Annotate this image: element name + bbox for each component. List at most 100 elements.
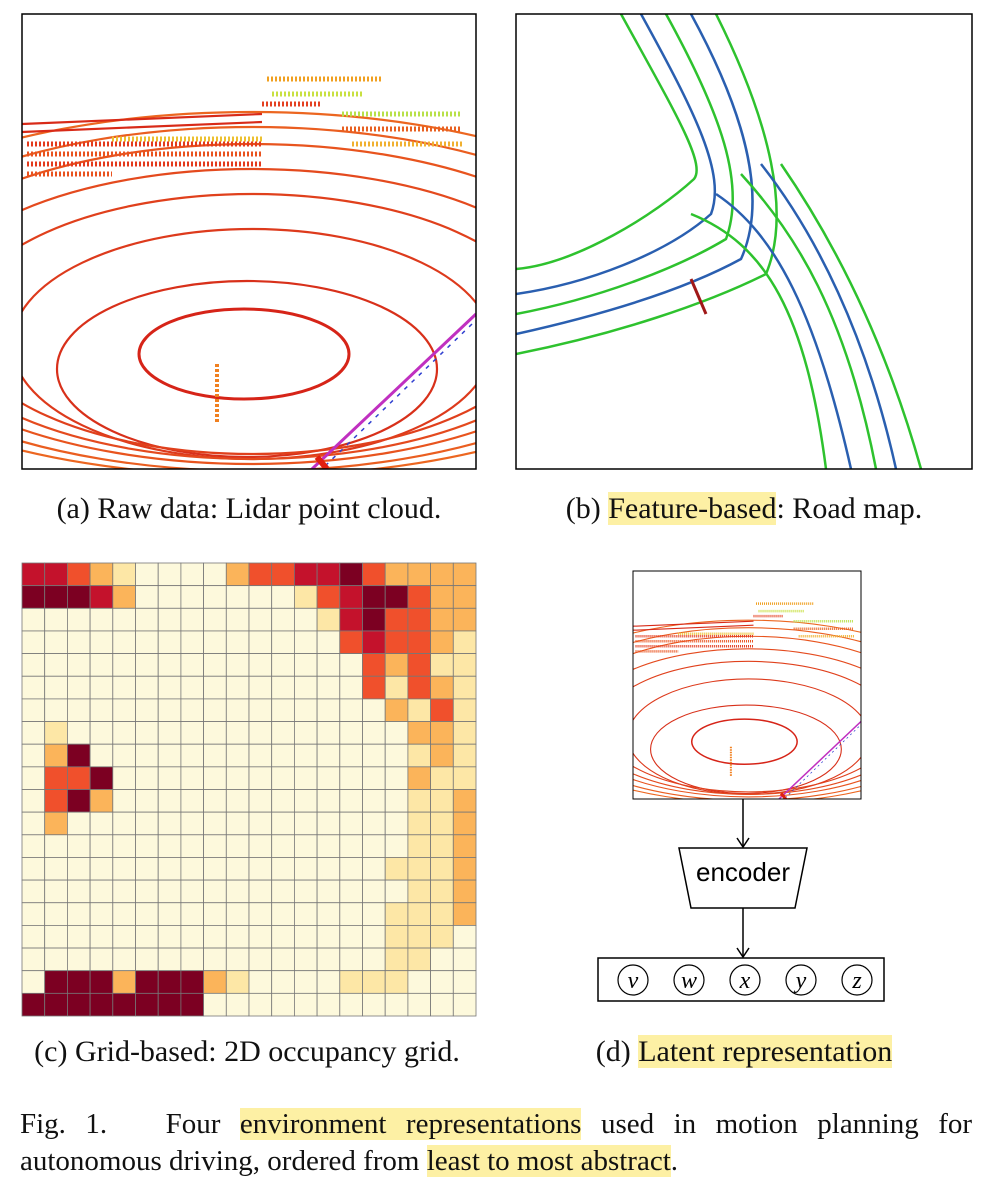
grid-cell bbox=[339, 857, 363, 881]
grid-cell bbox=[271, 585, 295, 609]
grid-cell bbox=[67, 562, 91, 587]
grid-cell bbox=[157, 675, 182, 700]
grid-cell bbox=[362, 992, 386, 1017]
grid-cell bbox=[67, 970, 91, 994]
grid-cell bbox=[271, 902, 295, 926]
grid-cell bbox=[44, 902, 68, 926]
grid-cell bbox=[339, 925, 363, 949]
grid-cell bbox=[135, 653, 159, 677]
grid-cell bbox=[316, 992, 341, 1017]
grid-cell bbox=[89, 562, 114, 587]
grid-cell bbox=[67, 743, 91, 768]
grid-cell bbox=[44, 607, 68, 632]
grid-cell bbox=[293, 992, 318, 1017]
grid-cell bbox=[112, 925, 136, 949]
grid-cell bbox=[44, 766, 68, 790]
grid-cell bbox=[339, 585, 363, 609]
grid-cell bbox=[316, 653, 341, 677]
grid-cell bbox=[407, 947, 431, 972]
grid-cell bbox=[293, 721, 318, 745]
grid-cell bbox=[248, 630, 273, 655]
grid-cell bbox=[452, 947, 477, 972]
grid-cell bbox=[293, 947, 318, 972]
grid-cell bbox=[293, 811, 318, 836]
grid-cell bbox=[67, 947, 91, 972]
grid-cell bbox=[430, 653, 454, 677]
grid-cell bbox=[362, 630, 386, 655]
grid-cell bbox=[112, 675, 136, 700]
grid-cell bbox=[157, 857, 182, 881]
grid-cell bbox=[316, 970, 341, 994]
grid-cell bbox=[407, 992, 431, 1017]
grid-cell bbox=[407, 834, 431, 858]
grid-cell bbox=[135, 698, 159, 722]
grid-cell bbox=[248, 766, 273, 790]
grid-cell bbox=[203, 743, 227, 768]
grid-cell bbox=[362, 653, 386, 677]
latent-label: w bbox=[681, 968, 697, 994]
grid-cell bbox=[452, 630, 477, 655]
grid-cell bbox=[21, 607, 46, 632]
grid-cell bbox=[271, 653, 295, 677]
grid-cell bbox=[271, 607, 295, 632]
grid-cell bbox=[180, 947, 204, 972]
grid-cell bbox=[89, 902, 114, 926]
grid-cell bbox=[362, 721, 386, 745]
grid-cell bbox=[112, 970, 136, 994]
grid-cell bbox=[157, 766, 182, 790]
grid-cell bbox=[135, 857, 159, 881]
grid-cell bbox=[362, 562, 386, 587]
grid-cell bbox=[21, 698, 46, 722]
latent-node bbox=[841, 964, 873, 996]
grid-cell bbox=[430, 925, 454, 949]
grid-cell bbox=[112, 698, 136, 722]
grid-cell bbox=[271, 562, 295, 587]
grid-cell bbox=[21, 789, 46, 813]
grid-cell bbox=[293, 879, 318, 904]
grid-cell bbox=[44, 562, 68, 587]
grid-cell bbox=[407, 630, 431, 655]
grid-cell bbox=[407, 562, 431, 587]
grid-cell bbox=[89, 698, 114, 722]
grid-cell bbox=[180, 879, 204, 904]
grid-cell bbox=[407, 857, 431, 881]
grid-cell bbox=[135, 675, 159, 700]
grid-cell bbox=[44, 585, 68, 609]
grid-cell bbox=[316, 925, 341, 949]
latent-node bbox=[673, 964, 705, 996]
grid-cell bbox=[67, 607, 91, 632]
grid-cell bbox=[180, 653, 204, 677]
grid-cell bbox=[21, 857, 46, 881]
grid-cell bbox=[362, 811, 386, 836]
grid-cell bbox=[157, 925, 182, 949]
caption-c: (c) Grid-based: 2D occupancy grid. bbox=[0, 1035, 494, 1069]
grid-cell bbox=[248, 653, 273, 677]
grid-cell bbox=[203, 811, 227, 836]
grid-cell bbox=[225, 811, 250, 836]
grid-cell bbox=[248, 743, 273, 768]
grid-cell bbox=[135, 607, 159, 632]
grid-cell bbox=[407, 675, 431, 700]
grid-cell bbox=[180, 857, 204, 881]
grid-cell bbox=[339, 698, 363, 722]
grid-cell bbox=[135, 766, 159, 790]
grid-cell bbox=[203, 630, 227, 655]
grid-cell bbox=[21, 879, 46, 904]
grid-cell bbox=[407, 902, 431, 926]
grid-cell bbox=[225, 562, 250, 587]
grid-cell bbox=[362, 902, 386, 926]
caption-text: : Road map. bbox=[776, 492, 923, 525]
grid-cell bbox=[203, 562, 227, 587]
grid-cell bbox=[89, 607, 114, 632]
grid-cell bbox=[44, 879, 68, 904]
grid-cell bbox=[384, 675, 409, 700]
grid-cell bbox=[157, 607, 182, 632]
grid-cell bbox=[203, 789, 227, 813]
grid-cell bbox=[67, 653, 91, 677]
grid-cell bbox=[248, 992, 273, 1017]
grid-cell bbox=[203, 721, 227, 745]
grid-cell bbox=[67, 630, 91, 655]
grid-cell bbox=[452, 857, 477, 881]
